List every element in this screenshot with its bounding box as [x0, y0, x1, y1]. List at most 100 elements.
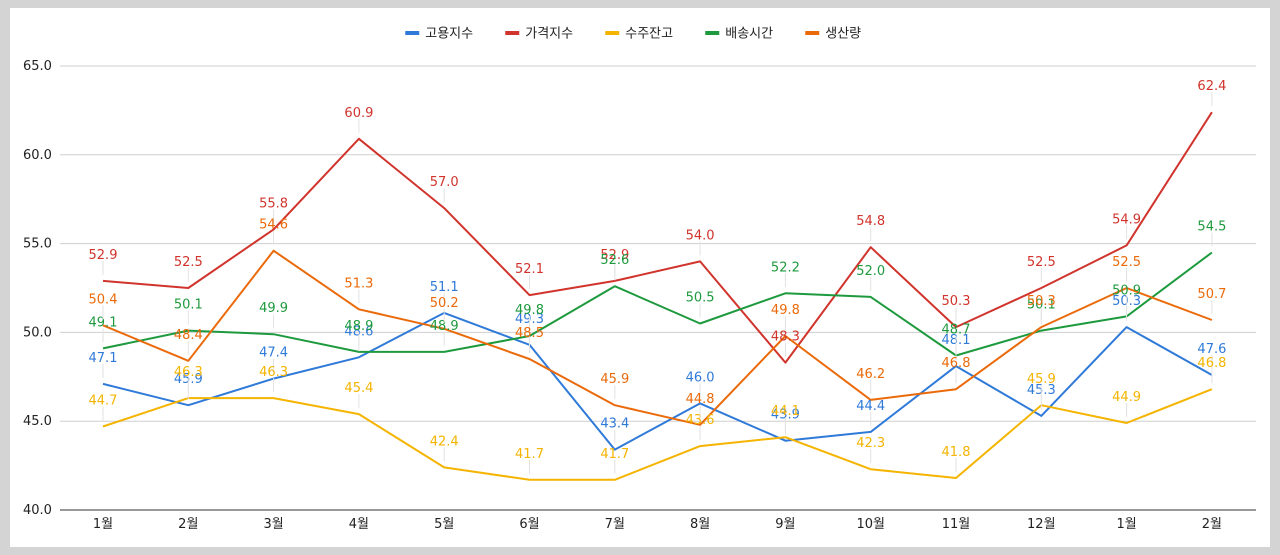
data-label: 48.7 — [942, 322, 971, 337]
data-label: 46.3 — [259, 365, 288, 380]
data-label: 50.7 — [1197, 287, 1226, 302]
legend-label: 가격지수 — [525, 27, 573, 42]
data-label: 51.1 — [430, 280, 459, 295]
x-tick-label: 6월 — [519, 517, 539, 532]
data-label: 42.3 — [856, 436, 885, 451]
data-labels: 47.145.947.448.651.149.343.446.043.944.4… — [89, 79, 1226, 474]
data-label: 46.3 — [174, 365, 203, 380]
data-label: 48.6 — [344, 324, 373, 339]
x-tick-label: 1월 — [1116, 517, 1136, 532]
data-label: 44.4 — [856, 399, 885, 414]
data-label: 46.2 — [856, 367, 885, 382]
x-tick-label: 5월 — [434, 517, 454, 532]
y-tick-label: 45.0 — [23, 414, 52, 429]
data-label: 52.9 — [600, 248, 629, 263]
data-label: 54.5 — [1197, 219, 1226, 234]
data-label: 52.2 — [771, 260, 800, 275]
data-label: 52.1 — [515, 262, 544, 277]
data-label: 44.7 — [89, 394, 118, 409]
data-label: 49.8 — [515, 303, 544, 318]
line-chart: 고용지수 가격지수 수주잔고 배송시간 생산량 40.0 45.0 50.0 55.0 60.0… — [23, 27, 1256, 532]
series-line — [102, 249, 1213, 426]
data-label: 57.0 — [430, 175, 459, 190]
x-tick-label: 2월 — [1202, 517, 1222, 532]
data-label: 51.3 — [344, 276, 373, 291]
data-label: 48.5 — [515, 326, 544, 341]
data-label: 46.0 — [686, 370, 715, 385]
data-label: 44.8 — [686, 392, 715, 407]
data-label: 50.3 — [1027, 294, 1056, 309]
legend: 고용지수 가격지수 수주잔고 배송시간 생산량 — [405, 27, 861, 42]
series-line — [102, 311, 1213, 451]
chart-card: 고용지수 가격지수 수주잔고 배송시간 생산량 40.0 45.0 50.0 55.0 60.0… — [10, 8, 1270, 547]
series-lines — [102, 111, 1213, 481]
data-label: 49.1 — [89, 315, 118, 330]
data-label: 52.9 — [89, 248, 118, 263]
data-label: 48.4 — [174, 328, 203, 343]
data-label: 46.8 — [1197, 356, 1226, 371]
data-label: 47.1 — [89, 351, 118, 366]
legend-label: 고용지수 — [425, 27, 473, 42]
x-tick-label: 12월 — [1027, 517, 1056, 532]
x-tick-label: 4월 — [349, 517, 369, 532]
x-tick-label: 3월 — [263, 517, 283, 532]
series-line — [102, 111, 1213, 364]
data-label: 45.9 — [1027, 372, 1056, 387]
data-label: 52.5 — [1027, 255, 1056, 270]
x-tick-label: 8월 — [690, 517, 710, 532]
data-label: 50.1 — [1027, 298, 1056, 313]
x-tick-label: 2월 — [178, 517, 198, 532]
data-label: 48.9 — [344, 319, 373, 334]
y-tick-label: 40.0 — [23, 503, 52, 518]
x-axis: 1월 2월 3월 4월 5월 6월 7월 8월 9월 10월 11월 12월 1월 2월 — [93, 517, 1222, 532]
data-label: 47.6 — [1197, 342, 1226, 357]
data-label: 48.9 — [430, 319, 459, 334]
data-label: 44.1 — [771, 404, 800, 419]
y-tick-label: 55.0 — [23, 237, 52, 252]
data-label: 49.8 — [771, 303, 800, 318]
y-tick-label: 65.0 — [23, 59, 52, 74]
data-label: 52.5 — [1112, 255, 1141, 270]
data-label: 43.6 — [686, 413, 715, 428]
data-label: 43.4 — [600, 417, 629, 432]
data-label: 46.8 — [942, 356, 971, 371]
legend-label: 수주잔고 — [625, 27, 673, 42]
data-label: 50.1 — [174, 298, 203, 313]
data-label: 50.4 — [89, 292, 118, 307]
data-label: 45.4 — [344, 381, 373, 396]
data-label: 54.6 — [259, 218, 288, 233]
data-label: 52.6 — [600, 253, 629, 268]
data-label: 41.8 — [942, 445, 971, 460]
x-tick-label: 9월 — [775, 517, 795, 532]
data-label: 62.4 — [1197, 79, 1226, 94]
data-label: 50.5 — [686, 291, 715, 306]
x-tick-label: 7월 — [605, 517, 625, 532]
data-label: 52.5 — [174, 255, 203, 270]
data-label: 48.3 — [771, 330, 800, 345]
data-label: 50.9 — [1112, 283, 1141, 298]
data-label: 54.8 — [856, 214, 885, 229]
x-tick-label: 1월 — [93, 517, 113, 532]
series-line — [102, 251, 1213, 357]
data-label: 50.3 — [942, 294, 971, 309]
gridlines — [60, 65, 1256, 511]
data-label: 41.7 — [515, 447, 544, 462]
data-label: 55.8 — [259, 196, 288, 211]
x-tick-label: 11월 — [942, 517, 971, 532]
data-label: 60.9 — [344, 106, 373, 121]
y-tick-label: 50.0 — [23, 325, 52, 340]
data-label: 50.2 — [430, 296, 459, 311]
series-line — [102, 388, 1213, 481]
data-label: 44.9 — [1112, 390, 1141, 405]
data-label: 45.9 — [600, 372, 629, 387]
data-label: 43.9 — [771, 408, 800, 423]
data-label: 49.9 — [259, 301, 288, 316]
y-axis: 40.0 45.0 50.0 55.0 60.0 65.0 — [23, 59, 52, 518]
legend-label: 생산량 — [825, 27, 861, 42]
data-label: 54.9 — [1112, 212, 1141, 227]
x-tick-label: 10월 — [856, 517, 885, 532]
data-label: 47.4 — [259, 346, 288, 361]
legend-label: 배송시간 — [725, 27, 773, 42]
y-tick-label: 60.0 — [23, 148, 52, 163]
data-label: 52.0 — [856, 264, 885, 279]
